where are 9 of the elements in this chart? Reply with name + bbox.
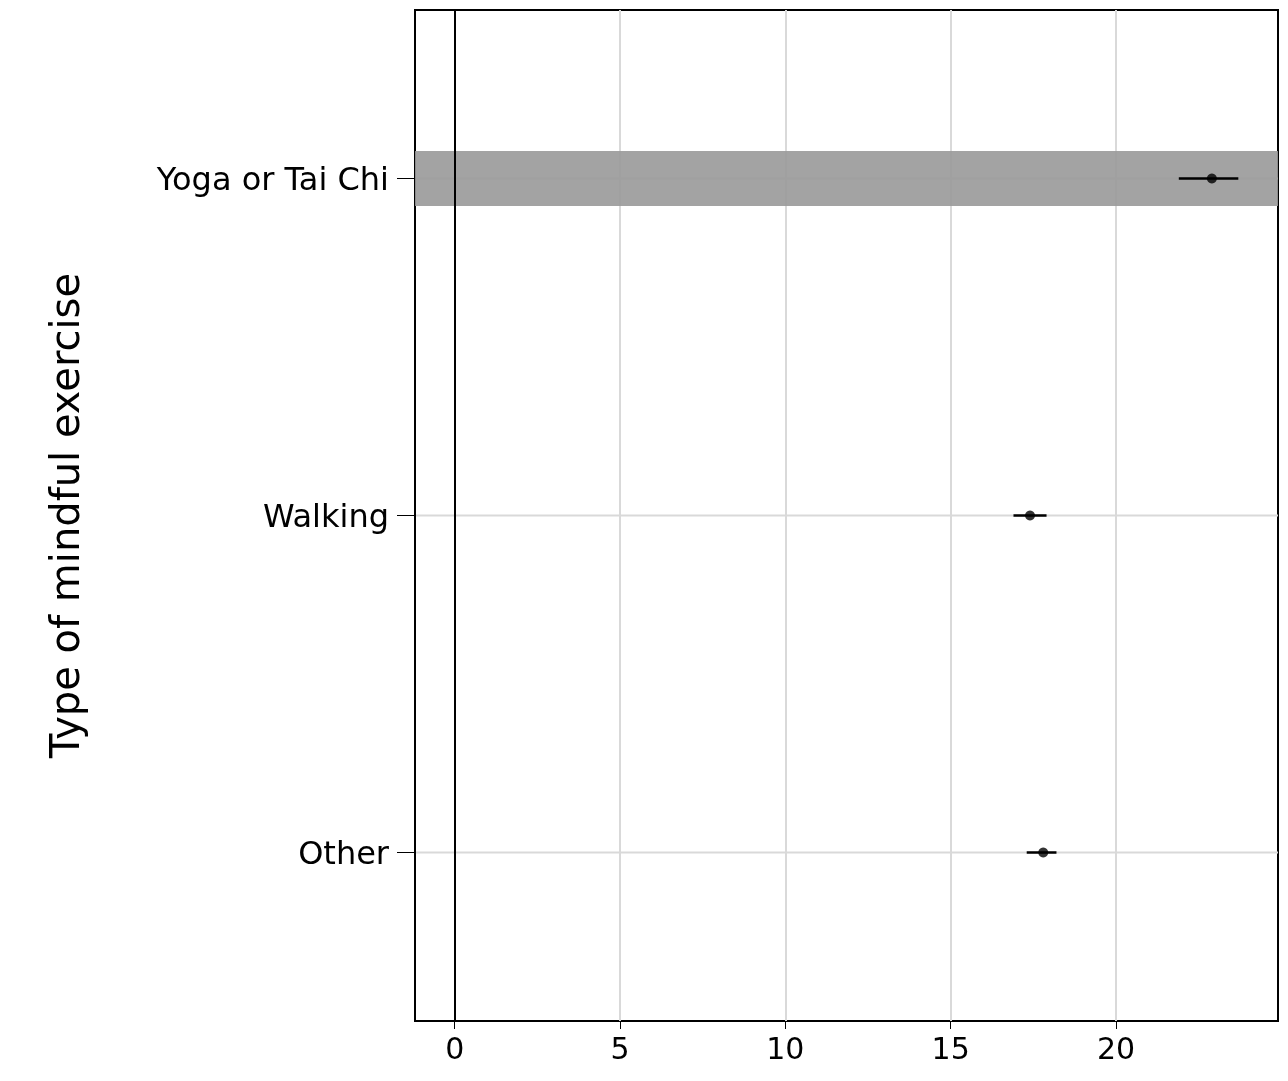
x-tick-label: 20 [1096,1030,1136,1066]
x-tick-label: 0 [445,1030,465,1066]
y-axis-title: Type of mindful exercise [42,272,88,760]
x-tick-label: 15 [931,1030,970,1066]
x-tick-label: 10 [766,1030,805,1066]
y-tick-label: Walking [262,496,389,535]
x-tick-label: 5 [610,1030,630,1066]
y-tick-label: Other [298,833,390,872]
y-tick-label: Yoga or Tai Chi [155,159,389,198]
